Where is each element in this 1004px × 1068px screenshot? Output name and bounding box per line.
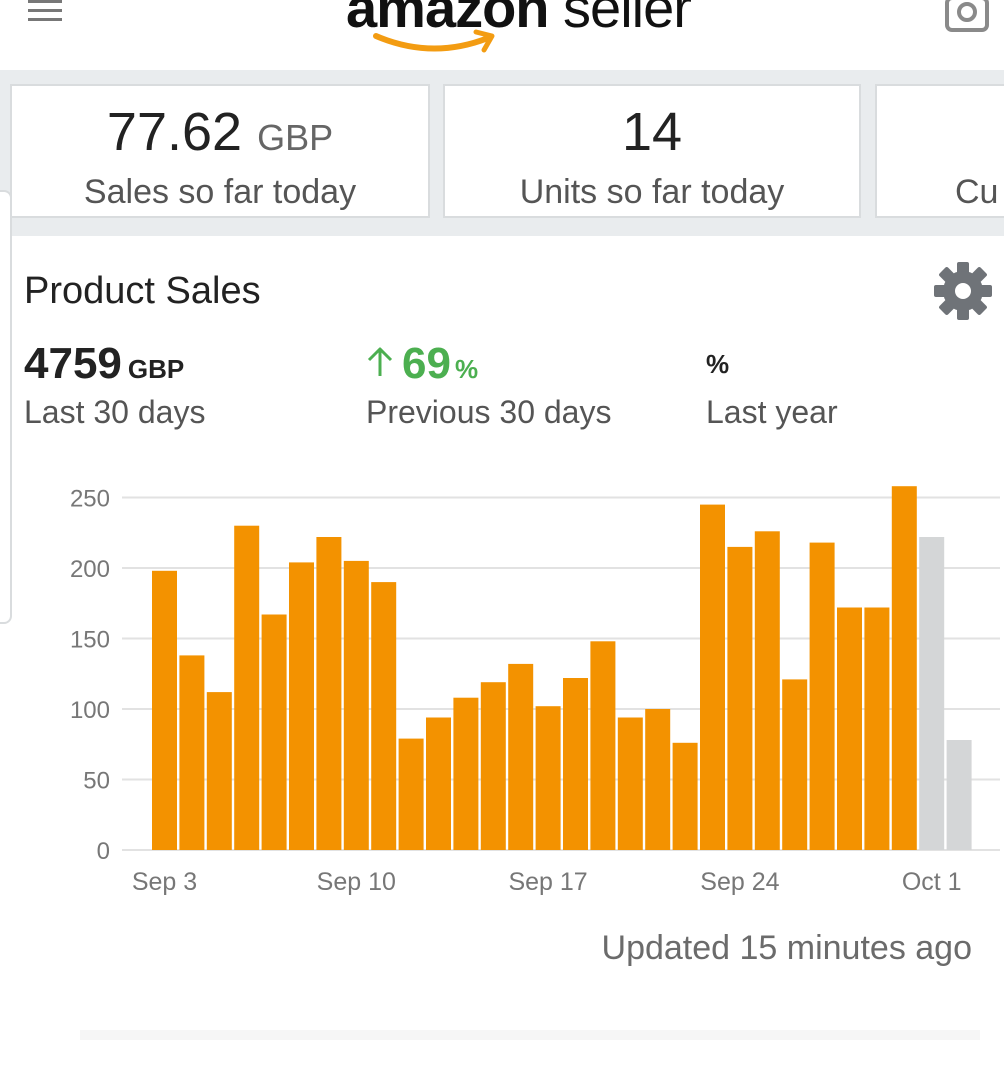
chart-bar[interactable] (343, 560, 369, 850)
sales-today-label: Sales so far today (83, 173, 357, 211)
chart-bar[interactable] (453, 697, 479, 850)
x-tick-label: Oct 1 (902, 868, 962, 896)
units-today-card[interactable]: 14 Units so far today (443, 84, 861, 218)
third-metric-card[interactable]: Cu (875, 84, 1004, 218)
x-tick-label: Sep 10 (317, 868, 396, 896)
chart-bar[interactable] (426, 717, 451, 851)
today-metrics-band: 77.62 GBP Sales so far today 14 Units so… (0, 70, 1004, 236)
chart-bar[interactable] (261, 614, 287, 851)
bottom-divider (80, 1030, 980, 1040)
chart-y-tick-labels: 250 200 150 100 50 0 (70, 486, 110, 866)
amazon-smile-icon (373, 29, 495, 53)
chart-bar[interactable] (480, 682, 506, 850)
stat-previous-30-days-percent: 69 (402, 339, 451, 388)
stat-last-30-days-amount: 4759 (24, 339, 122, 388)
third-metric-label: Cu (955, 173, 999, 211)
chart-bar[interactable] (371, 582, 397, 850)
stat-previous-30-days: 69% Previous 30 days (366, 336, 611, 432)
chart-bar[interactable] (398, 738, 424, 850)
stat-last-30-days-label: Last 30 days (24, 394, 206, 430)
stat-last-year-label: Last year (706, 394, 838, 430)
logo-brand: amazon (346, 0, 549, 39)
stat-last-year: % Last year (706, 336, 838, 432)
arrow-up-icon (367, 347, 393, 376)
stat-last-30-days-unit: GBP (127, 354, 185, 384)
x-tick-label: Sep 17 (508, 868, 587, 896)
chart-bar[interactable] (672, 742, 698, 850)
stat-last-30-days-value: 4759 GBP (24, 336, 205, 392)
chart-bar[interactable] (590, 641, 616, 850)
stat-previous-30-days-label: Previous 30 days (366, 394, 612, 430)
chart-bar[interactable] (754, 531, 780, 850)
stat-previous-30-days-value: 69% (366, 336, 611, 392)
amazon-seller-logo: amazon seller (346, 0, 692, 68)
chart-bar[interactable] (535, 706, 561, 850)
chart-bar[interactable] (179, 655, 205, 850)
chart-bar[interactable] (563, 678, 588, 850)
hamburger-menu-icon[interactable] (28, 0, 64, 26)
y-tick-label: 150 (70, 627, 110, 654)
chart-bar[interactable] (700, 504, 725, 850)
chart-bar[interactable] (617, 717, 643, 851)
chart-bar[interactable] (864, 607, 890, 851)
units-today-label: Units so far today (519, 173, 785, 211)
side-drawer-edge (0, 190, 12, 624)
chart-bar[interactable] (782, 679, 808, 850)
x-tick-label: Sep 3 (132, 868, 197, 896)
stat-previous-30-days-unit: % (454, 354, 479, 384)
y-tick-label: 100 (70, 697, 110, 724)
y-tick-label: 50 (83, 768, 110, 795)
chart-bar[interactable] (152, 570, 177, 850)
stat-last-30-days: 4759 GBP Last 30 days (24, 336, 205, 432)
stat-last-year-unit: % (706, 349, 730, 379)
logo-suffix: seller (548, 0, 692, 39)
chart-bar[interactable] (809, 542, 835, 850)
chart-bar[interactable] (837, 607, 862, 851)
chart-bar-projected[interactable] (946, 740, 972, 850)
chart-bar[interactable] (508, 663, 534, 850)
y-tick-label: 200 (70, 556, 110, 583)
chart-bar[interactable] (289, 562, 314, 850)
sales-today-amount: 77.62 (106, 102, 243, 162)
chart-bar[interactable] (891, 486, 917, 850)
stat-last-year-value: % (706, 336, 838, 392)
sales-today-value: 77.62 GBP (12, 100, 428, 170)
logo-text: amazon seller (346, 0, 692, 39)
chart-x-tick-labels: Sep 3 Sep 10 Sep 17 Sep 24 Oct 1 (132, 868, 962, 896)
y-tick-label: 0 (97, 838, 110, 865)
camera-icon[interactable] (944, 0, 990, 36)
units-today-value: 14 (621, 102, 683, 162)
chart-bar[interactable] (234, 525, 260, 850)
chart-bar[interactable] (727, 546, 753, 850)
last-updated-text: Updated 15 minutes ago (601, 929, 972, 967)
chart-bar-projected[interactable] (919, 537, 945, 850)
chart-bar[interactable] (206, 692, 232, 850)
sales-today-card[interactable]: 77.62 GBP Sales so far today (10, 84, 430, 218)
gear-icon[interactable] (932, 260, 994, 322)
product-sales-bar-chart: 250 200 150 100 50 0 Sep 3 Sep 10 Sep 17 Sep 24 O… (70, 486, 1000, 896)
app-header: amazon seller (0, 0, 1004, 70)
sales-today-unit: GBP (257, 117, 334, 158)
chart-bar[interactable] (316, 537, 342, 850)
chart-bars (152, 486, 972, 850)
y-tick-label: 250 (70, 486, 110, 513)
x-tick-label: Sep 24 (700, 868, 779, 896)
product-sales-title: Product Sales (24, 270, 261, 312)
chart-bar[interactable] (645, 709, 671, 850)
